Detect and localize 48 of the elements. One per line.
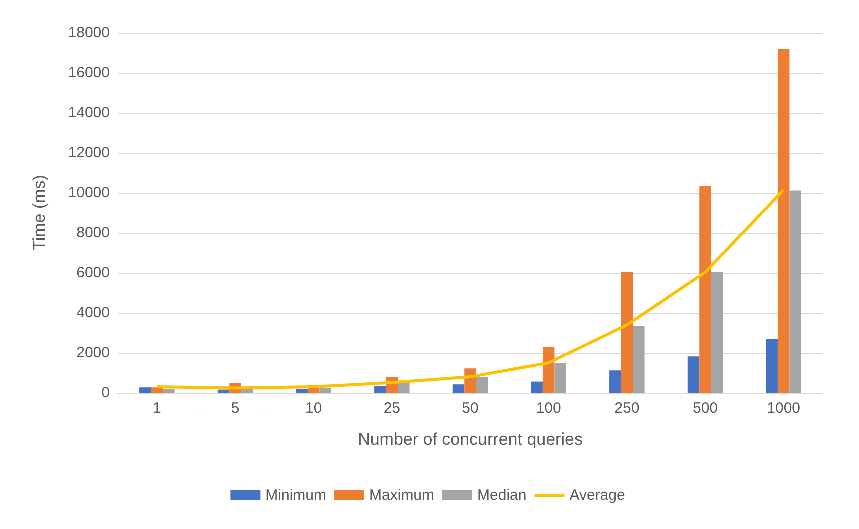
bar: [296, 389, 308, 393]
y-tick-label: 4000: [76, 304, 110, 322]
y-tick-label: 16000: [68, 64, 110, 82]
x-tick-label: 500: [692, 400, 718, 417]
y-tick-label: 18000: [68, 24, 110, 42]
bar: [140, 388, 152, 393]
line-series: [156, 188, 786, 390]
y-tick-label: 0: [102, 384, 110, 402]
y-tick-label: 6000: [76, 264, 110, 282]
legend-label: Minimum: [266, 487, 327, 504]
y-tick-label: 2000: [76, 344, 110, 362]
bar: [688, 356, 700, 393]
bar: [151, 388, 164, 393]
y-tick-label: 14000: [68, 104, 110, 122]
x-tick-label: 100: [536, 400, 562, 417]
legend-label: Median: [478, 487, 527, 504]
bar: [711, 272, 724, 393]
bar: [633, 326, 645, 393]
bar: [476, 377, 488, 393]
bar: [554, 363, 566, 393]
x-tick-label: 50: [462, 400, 479, 417]
y-tick-label: 8000: [76, 224, 110, 242]
x-tick-label: 250: [614, 400, 640, 417]
bar: [218, 390, 230, 393]
x-tick-label: 25: [384, 400, 401, 417]
x-tick-label: 10: [305, 400, 322, 417]
legend-label: Average: [570, 487, 626, 504]
bar: [531, 382, 543, 393]
bar: [700, 186, 712, 393]
y-tick-label: 12000: [68, 144, 110, 162]
bar: [610, 370, 622, 393]
bar: [374, 386, 386, 393]
bar: [778, 49, 790, 393]
bar: [398, 383, 410, 393]
bar: [621, 272, 634, 393]
bar: [790, 190, 802, 393]
bar: [320, 388, 332, 393]
x-axis-title: Number of concurrent queries: [358, 430, 583, 449]
x-tick-label: 1000: [767, 400, 801, 417]
y-axis-title: Time (ms): [30, 175, 49, 251]
x-tick-label: 1: [152, 400, 162, 417]
bar: [452, 384, 465, 393]
bar: [163, 389, 175, 393]
legend-label: Maximum: [370, 487, 435, 504]
y-tick-label: 10000: [68, 184, 110, 202]
x-tick-label: 5: [231, 400, 240, 417]
bar: [766, 339, 778, 393]
bar: [542, 347, 555, 393]
